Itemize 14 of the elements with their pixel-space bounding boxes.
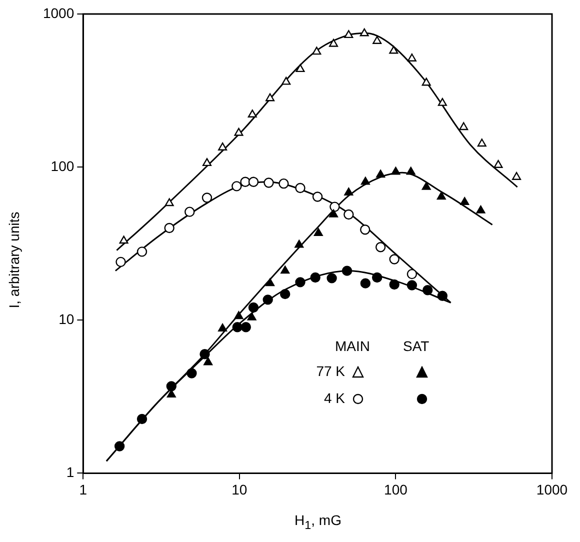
annotation: SAT bbox=[403, 338, 430, 354]
y-tick-label: 1 bbox=[66, 464, 74, 480]
y-tick-label: 10 bbox=[58, 310, 74, 327]
y-axis-title: I, arbitrary units bbox=[6, 212, 22, 308]
x-axis-title: H$_{1}$, mG bbox=[294, 512, 342, 532]
y-tick-label: 100 bbox=[50, 158, 74, 174]
annotation: MAIN bbox=[335, 338, 370, 354]
legend-label: 4 K bbox=[322, 390, 345, 406]
x-tick-label: 1000 bbox=[536, 481, 568, 498]
x-tick-label: 10 bbox=[232, 481, 248, 498]
legend-label: 77 K bbox=[315, 363, 345, 379]
x-tick-label: 100 bbox=[384, 481, 408, 498]
y-tick-label: 1000 bbox=[42, 4, 74, 21]
x-tick-label: 1 bbox=[79, 481, 88, 498]
